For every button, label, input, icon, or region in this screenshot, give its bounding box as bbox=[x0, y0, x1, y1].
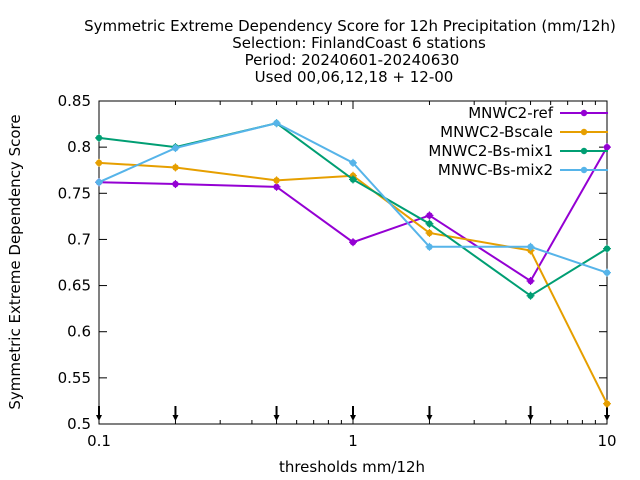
legend-marker bbox=[580, 128, 588, 136]
x-tick-label: 10 bbox=[597, 432, 616, 450]
threshold-marker-head bbox=[273, 415, 280, 421]
title-line-4: Used 00,06,12,18 + 12-00 bbox=[255, 68, 454, 86]
legend-entry: MNWC2-ref bbox=[468, 104, 608, 122]
threshold-marker-head bbox=[527, 415, 534, 421]
legend-entry: MNWC2-Bscale bbox=[440, 123, 608, 141]
threshold-marker-head bbox=[604, 415, 610, 421]
title-line-1: Symmetric Extreme Dependency Score for 1… bbox=[84, 17, 616, 35]
legend-marker bbox=[580, 147, 588, 155]
title-line-3: Period: 20240601-20240630 bbox=[245, 51, 460, 69]
legend-label: MNWC-Bs-mix2 bbox=[438, 161, 553, 179]
y-tick-label: 0.65 bbox=[58, 277, 91, 295]
x-tick-label: 0.1 bbox=[87, 432, 111, 450]
threshold-marker-head bbox=[350, 415, 356, 421]
series-MNWC2-Bscale bbox=[95, 158, 611, 408]
series-MNWC-Bs-mix2 bbox=[95, 119, 611, 277]
y-axis-label: Symmetric Extreme Dependency Score bbox=[6, 114, 24, 409]
y-tick-label: 0.5 bbox=[67, 415, 91, 433]
y-tick-label: 0.6 bbox=[67, 323, 91, 341]
x-tick-label: 1 bbox=[348, 432, 358, 450]
threshold-marker-head bbox=[96, 415, 102, 421]
title-line-2: Selection: FinlandCoast 6 stations bbox=[232, 34, 486, 52]
legend-entry: MNWC-Bs-mix2 bbox=[438, 161, 608, 179]
y-tick-label: 0.55 bbox=[58, 369, 91, 387]
legend-label: MNWC2-Bscale bbox=[440, 123, 553, 141]
y-tick-label: 0.75 bbox=[58, 184, 91, 202]
legend-marker bbox=[580, 166, 588, 174]
threshold-marker-head bbox=[426, 415, 433, 421]
legend-entry: MNWC2-Bs-mix1 bbox=[428, 142, 608, 160]
y-tick-label: 0.7 bbox=[67, 230, 91, 248]
chart-title: Symmetric Extreme Dependency Score for 1… bbox=[84, 17, 616, 86]
legend-marker bbox=[580, 109, 588, 117]
legend-label: MNWC2-Bs-mix1 bbox=[428, 142, 553, 160]
y-tick-label: 0.8 bbox=[67, 138, 91, 156]
y-tick-label: 0.85 bbox=[58, 92, 91, 110]
series-MNWC2-ref bbox=[95, 143, 611, 285]
threshold-marker-head bbox=[172, 415, 179, 421]
x-axis-label: thresholds mm/12h bbox=[279, 458, 425, 476]
legend-label: MNWC2-ref bbox=[468, 104, 553, 122]
